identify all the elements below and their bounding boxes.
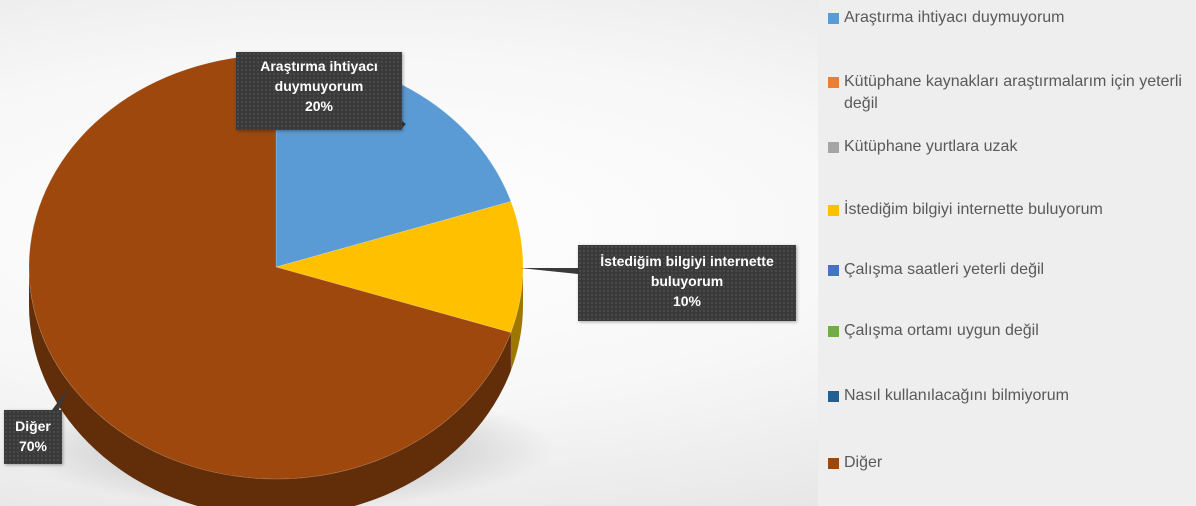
legend-swatch (828, 13, 839, 24)
pie-chart-svg (15, 54, 578, 506)
legend-item: Çalışma saatleri yeterli değil (828, 259, 1188, 281)
legend-label: Çalışma saatleri yeterli değil (844, 261, 1045, 278)
legend-item: Kütüphane kaynakları araştırmalarım için… (828, 71, 1183, 115)
legend-swatch (828, 458, 839, 469)
legend-label: Araştırma ihtiyacı duymuyorum (844, 9, 1065, 26)
data-label-internet: İstediğim bilgiyi internette buluyorum 1… (578, 245, 796, 321)
legend-label: Çalışma ortamı uygun değil (844, 322, 1039, 339)
legend-item: Kütüphane yurtlara uzak (828, 136, 1188, 158)
legend-label: Kütüphane yurtlara uzak (844, 138, 1018, 155)
legend-item: Araştırma ihtiyacı duymuyorum (828, 7, 1188, 29)
legend-label: Diğer (844, 454, 883, 471)
chart-legend: Araştırma ihtiyacı duymuyorum Kütüphane … (818, 0, 1196, 506)
data-label-arastirma: Araştırma ihtiyacı duymuyorum 20% (236, 52, 402, 130)
leader-diger (52, 388, 68, 412)
data-label-diger: Diğer 70% (4, 410, 62, 464)
pie-slice-di-er (28, 54, 512, 480)
pie-slice-i-stedi-im-bilgiyi-internette-buluyorum (274, 201, 524, 333)
legend-label: Kütüphane kaynakları araştırmalarım için… (844, 73, 1182, 112)
legend-swatch (828, 326, 839, 337)
legend-label: Nasıl kullanılacağını bilmiyorum (844, 387, 1069, 404)
legend-swatch (828, 205, 839, 216)
legend-swatch (828, 265, 839, 276)
leader-internet (520, 268, 578, 274)
legend-swatch (828, 142, 839, 153)
legend-item: Diğer (828, 452, 1188, 474)
legend-item: Nasıl kullanılacağını bilmiyorum (828, 385, 1188, 407)
pie-slice-side-i-stedi-im-bilgiyi-internette-buluyorum (510, 267, 523, 371)
legend-swatch (828, 77, 839, 88)
legend-swatch (828, 391, 839, 402)
legend-item: İstediğim bilgiyi internette buluyorum (828, 199, 1188, 221)
legend-label: İstediğim bilgiyi internette buluyorum (844, 201, 1103, 218)
legend-item: Çalışma ortamı uygun değil (828, 320, 1188, 342)
